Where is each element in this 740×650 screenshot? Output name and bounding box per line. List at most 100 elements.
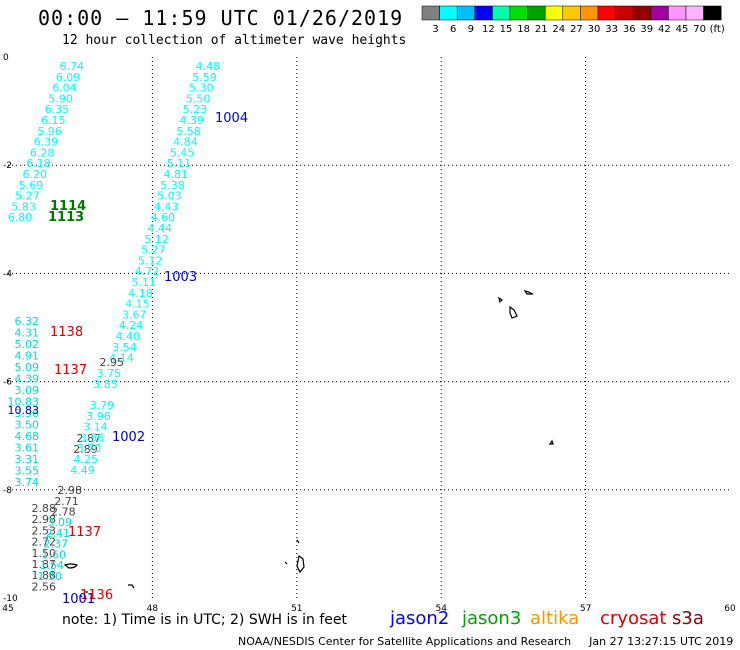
y-tick-label: -8 <box>3 486 12 496</box>
pass-label: 1137 <box>68 525 101 540</box>
colorbar-label: 15 <box>500 24 513 35</box>
colorbar-label: 21 <box>535 24 548 35</box>
wave-height-value: 4.84 <box>173 136 198 149</box>
pass-label: 1002 <box>112 430 145 445</box>
wave-height-value: 4.24 <box>119 319 144 332</box>
legend-jason2: jason2 <box>390 608 450 629</box>
wave-height-value: 3.67 <box>122 308 147 321</box>
wave-height-value: 3.61 <box>15 442 40 455</box>
wave-height-value: 5.11 <box>132 276 157 289</box>
wave-height-value: 4.39 <box>15 373 40 386</box>
wave-height-value: 3.85 <box>93 378 118 391</box>
wave-height-map: 45 48 51 54 57 600-2-4-6-8-10 6.746.096.045.9… <box>2 53 736 612</box>
y-tick-label: 0 <box>3 53 9 63</box>
map-subtitle: 12 hour collection of altimeter wave hei… <box>62 33 407 48</box>
colorbar-label: 9 <box>468 24 474 35</box>
wave-height-value: 5.30 <box>189 82 214 95</box>
wave-height-value: 5.12 <box>138 254 163 267</box>
wave-height-value: 4.15 <box>125 298 150 311</box>
wave-height-value: 6.35 <box>45 103 70 116</box>
wave-height-value: 6.18 <box>26 157 51 170</box>
wave-height-value: 4.25 <box>74 453 99 466</box>
colorbar-label: 6 <box>450 24 456 35</box>
wave-height-value: 3.70 <box>77 442 102 455</box>
wave-height-value: 4.18 <box>128 287 153 300</box>
wave-height-value: 2.98 <box>58 484 83 497</box>
wave-height-value: 4.49 <box>70 464 95 477</box>
wave-height-value: 6.04 <box>52 82 77 95</box>
wave-height-value: 4.72 <box>135 265 160 278</box>
x-tick-label: 45 <box>2 604 13 612</box>
wave-height-value: 5.03 <box>157 190 182 203</box>
wave-height-value: 5.12 <box>144 233 169 246</box>
wave-height-value: 4.40 <box>116 330 141 343</box>
wave-height-value: 6.20 <box>23 168 48 181</box>
colorbar-label: 70 <box>693 24 706 35</box>
wave-height-value: 2.88 <box>32 502 57 515</box>
colorbar-label: 42 <box>658 24 671 35</box>
colorbar-label: 36 <box>623 24 636 35</box>
wave-height-value: 6.74 <box>60 60 85 73</box>
wave-height-value: 4.14 <box>109 352 134 365</box>
wave-height-value: 3.14 <box>83 421 108 434</box>
wave-height-value: 3.96 <box>15 407 40 420</box>
colorbar-label: 33 <box>605 24 618 35</box>
wave-height-value: 5.69 <box>19 179 44 192</box>
wave-height-value: 5.59 <box>192 71 217 84</box>
wave-height-value: 2.71 <box>54 495 79 508</box>
colorbar-label: 30 <box>588 24 601 35</box>
wave-height-value: 2.87 <box>77 432 102 445</box>
wave-height-value: 1.88 <box>32 569 57 582</box>
wave-height-value: 3.31 <box>15 453 40 466</box>
y-tick-label: -6 <box>3 378 12 388</box>
colorbar-label: 45 <box>676 24 689 35</box>
colorbar-label: 39 <box>640 24 653 35</box>
wave-height-values: 6.746.096.045.906.356.155.966.396.286.18… <box>8 60 221 593</box>
wave-height-value: 1.50 <box>38 570 63 583</box>
wave-height-value: 4.81 <box>164 168 189 181</box>
wave-height-value: 6.39 <box>34 136 59 149</box>
pass-label: 1003 <box>164 270 197 285</box>
wave-height-value: 4.39 <box>180 114 205 127</box>
wave-height-value: 3.09 <box>15 384 40 397</box>
wave-height-value: 6.15 <box>41 114 66 127</box>
wave-height-value: 5.83 <box>11 200 36 213</box>
wave-height-value: 2.41 <box>46 527 71 540</box>
x-tick-label: 51 <box>291 604 302 612</box>
wave-height-value: 5.90 <box>48 92 73 105</box>
colorbar-label: 27 <box>570 24 583 35</box>
legend-s3a: s3a <box>672 608 704 629</box>
wave-height-value: 5.45 <box>170 146 195 159</box>
y-tick-label: -4 <box>3 269 12 279</box>
wave-height-value: 2.95 <box>100 356 125 369</box>
wave-height-value: 4.60 <box>151 211 176 224</box>
wave-height-value: 5.96 <box>37 125 62 138</box>
wave-height-value: 3.09 <box>48 516 73 529</box>
colorbar-label: 3 <box>432 24 438 35</box>
legend-cryosat: cryosat <box>600 608 667 629</box>
footnote: note: 1) Time is in UTC; 2) SWH is in fe… <box>62 612 348 628</box>
pass-label: 1004 <box>215 111 248 126</box>
wave-height-value: 10.83 <box>8 396 40 409</box>
wave-height-value: 1.60 <box>42 548 67 561</box>
wave-height-value: 4.68 <box>15 430 40 443</box>
colorbar-label: 24 <box>552 24 565 35</box>
wave-height-value: 2.72 <box>32 536 57 549</box>
y-tick-label: -10 <box>3 594 18 604</box>
wave-height-value: 5.02 <box>15 338 40 351</box>
legend-altika: altika <box>530 608 580 629</box>
wave-height-value: 4.44 <box>148 222 173 235</box>
pass-label: 1137 <box>54 363 87 378</box>
x-tick-label: 60 <box>724 604 736 612</box>
wave-height-value: 5.58 <box>176 125 201 138</box>
timestamp: Jan 27 13:27:15 UTC 2019 <box>589 635 734 648</box>
wave-height-value: 2.53 <box>32 524 57 537</box>
wave-height-value: 4.91 <box>15 350 40 363</box>
colorbar: 3 6 9 12 15 18 21 24 27 30 33 36 39 42 45 70 (ft) <box>421 5 725 35</box>
wave-height-value: 3.79 <box>90 399 115 412</box>
wave-height-value: 3.74 <box>15 476 40 489</box>
wave-height-value: 10.83 <box>8 404 40 417</box>
pass-label: 1138 <box>50 325 83 340</box>
wave-height-value: 4.48 <box>196 60 221 73</box>
